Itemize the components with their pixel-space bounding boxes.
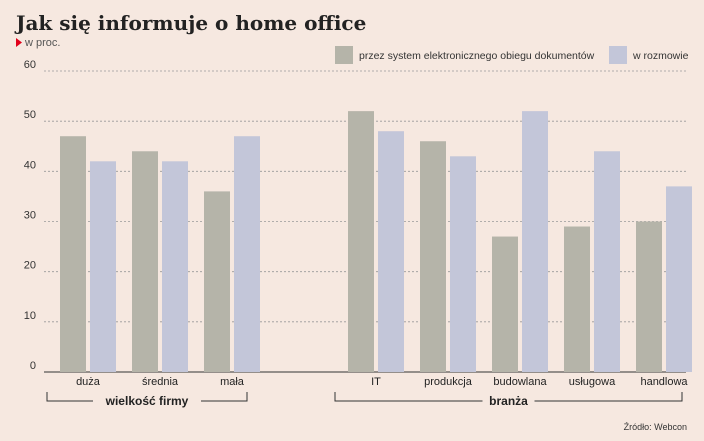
group-label: wielkość firmy [105,394,189,408]
bar-series-1-średnia [132,151,158,372]
group-label-background [482,394,535,408]
legend-label-series-2: w rozmowie [632,50,689,62]
x-category-label: usługowa [569,376,616,388]
x-category-label: duża [76,376,101,388]
legend-label-series-1: przez system elektronicznego obiegu doku… [359,50,595,62]
chart-title: Jak się informuje o home office [14,11,366,35]
bar-series-2-budowlana [522,111,548,372]
x-category-label: IT [371,376,381,388]
group-label-background [93,394,201,408]
bar-series-2-mała [234,136,260,372]
bar-series-1-budowlana [492,236,518,372]
x-category-label: produkcja [424,376,473,388]
y-tick-label: 20 [24,260,36,272]
legend-swatch-series-2 [609,46,627,64]
x-category-label: mała [220,376,245,388]
bar-series-1-produkcja [420,141,446,372]
bar-series-1-handlowa [636,221,662,372]
x-category-label: średnia [142,376,179,388]
y-tick-label: 30 [24,210,36,222]
bar-series-1-usługowa [564,226,590,372]
subtitle-marker-icon [16,38,22,47]
y-tick-label: 10 [24,310,36,322]
bar-series-2-duża [90,161,116,372]
source-note: Źródło: Webcon [624,422,687,432]
bar-series-1-mała [204,191,230,372]
bar-series-2-produkcja [450,156,476,372]
x-category-label: handlowa [640,376,688,388]
group-label: branża [489,394,528,408]
chart-subtitle: w proc. [24,37,60,49]
y-tick-label: 0 [30,360,36,372]
bar-series-2-IT [378,131,404,372]
bar-series-2-handlowa [666,186,692,372]
y-tick-label: 50 [24,109,36,121]
y-tick-label: 40 [24,159,36,171]
bar-series-1-IT [348,111,374,372]
bar-series-1-duża [60,136,86,372]
legend-swatch-series-1 [335,46,353,64]
bar-series-2-średnia [162,161,188,372]
y-tick-label: 60 [24,59,36,71]
x-category-label: budowlana [493,376,547,388]
bar-series-2-usługowa [594,151,620,372]
